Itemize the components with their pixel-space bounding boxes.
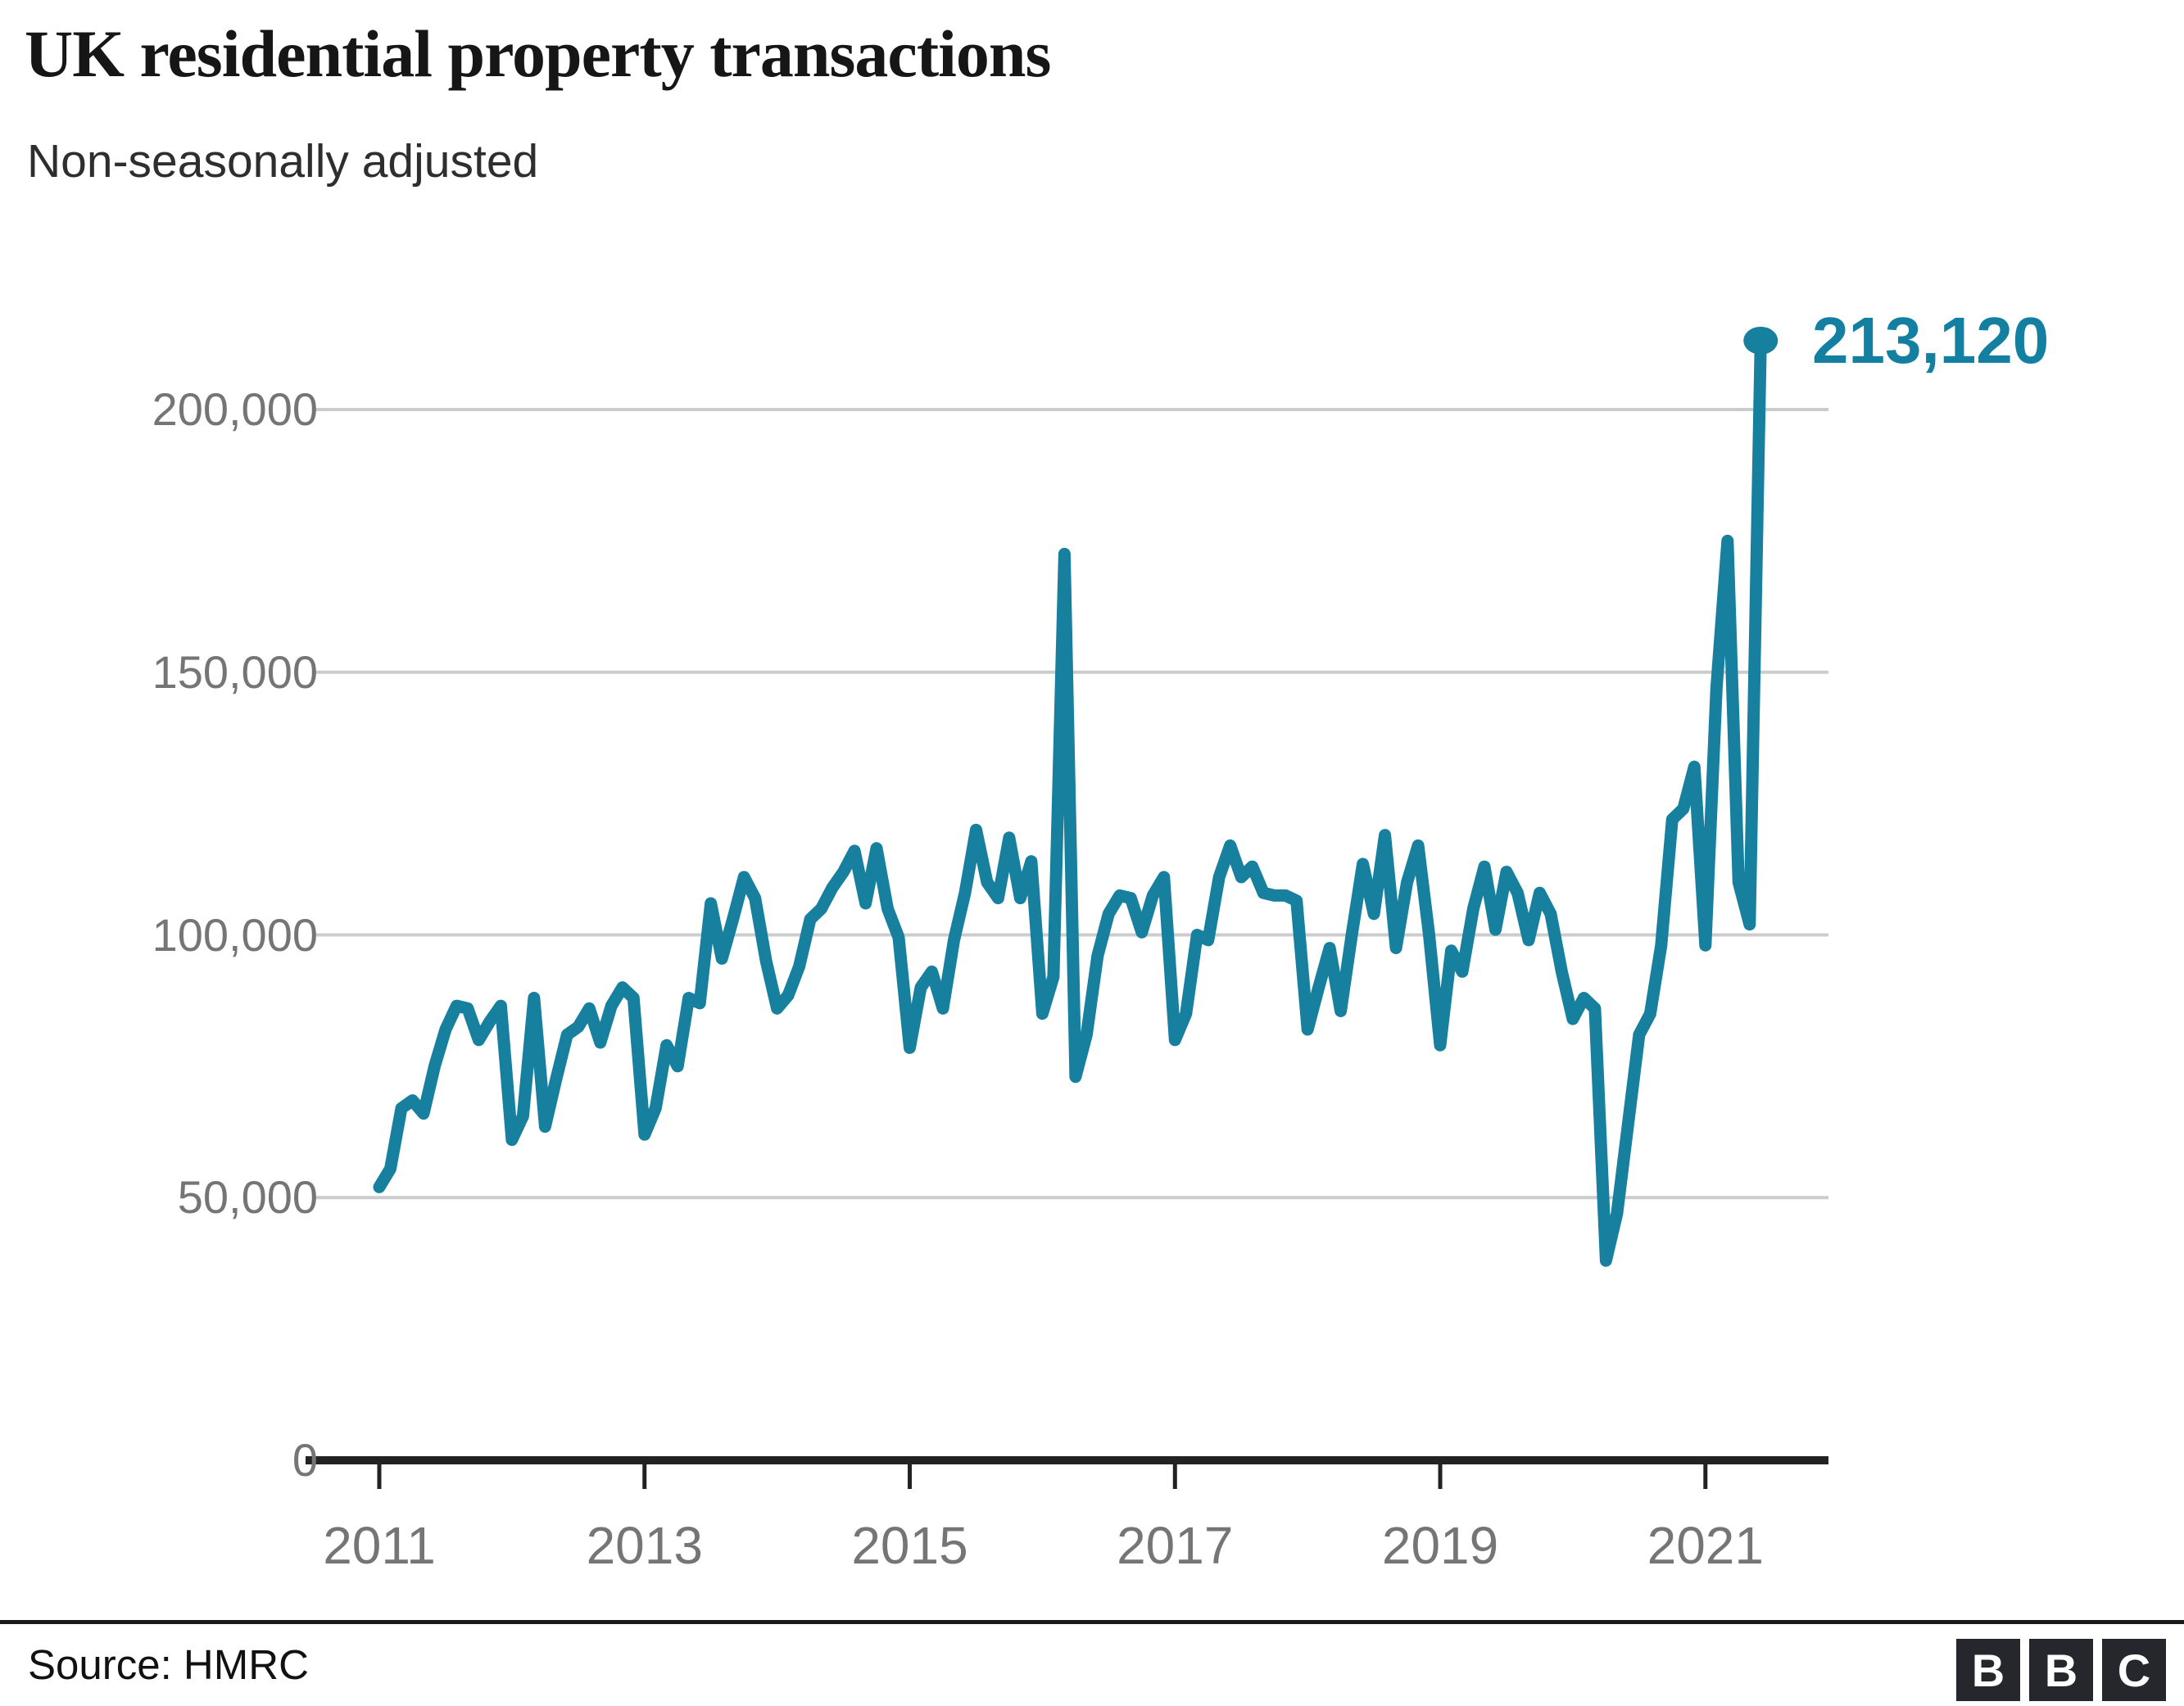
x-axis-label: 2021	[1647, 1516, 1764, 1575]
footer-divider	[0, 1620, 2184, 1624]
y-axis-label: 0	[292, 1434, 318, 1486]
y-axis-label: 100,000	[152, 908, 318, 961]
x-axis-label: 2013	[586, 1516, 703, 1575]
x-axis-label: 2011	[323, 1516, 436, 1575]
y-axis-label: 200,000	[152, 383, 318, 435]
endpoint-dot	[1743, 326, 1778, 355]
y-axis-label: 150,000	[152, 645, 318, 698]
x-axis-label: 2015	[851, 1516, 968, 1575]
data-line	[373, 334, 1767, 1267]
y-axis-label: 50,000	[177, 1171, 318, 1224]
bbc-logo: B B C	[1956, 1639, 2166, 1701]
x-axis-label: 2017	[1117, 1516, 1234, 1575]
bbc-logo-letter: C	[2102, 1639, 2166, 1701]
source-label: Source: HMRC	[28, 1641, 309, 1688]
page-subtitle: Non-seasonally adjusted	[27, 135, 539, 188]
bbc-logo-letter: B	[2029, 1639, 2093, 1701]
bbc-logo-letter: B	[1956, 1639, 2020, 1701]
page-title: UK residential property transactions	[25, 16, 1051, 91]
x-axis-label: 2019	[1381, 1516, 1499, 1575]
endpoint-value-label: 213,120	[1812, 304, 2050, 377]
